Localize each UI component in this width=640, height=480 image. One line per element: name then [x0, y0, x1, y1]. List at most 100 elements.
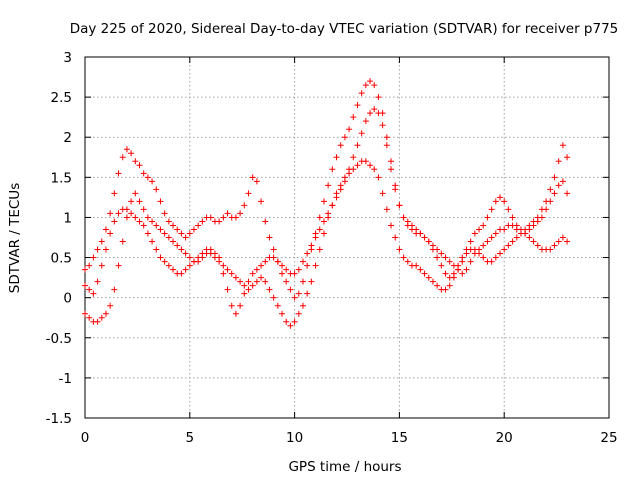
data-point [559, 234, 566, 241]
data-point [123, 146, 130, 153]
data-point [425, 274, 432, 281]
x-tick-label: 5 [186, 430, 195, 446]
data-point [375, 110, 382, 117]
data-point [82, 282, 88, 289]
data-point [258, 262, 265, 269]
data-point [182, 266, 189, 273]
data-point [107, 302, 114, 309]
data-point [408, 222, 415, 229]
data-point [354, 162, 361, 169]
y-tick-label: -1 [59, 371, 72, 387]
data-point [383, 142, 390, 149]
data-point [484, 238, 491, 245]
data-point [161, 210, 168, 217]
y-tick-label: 0.5 [51, 251, 72, 267]
data-point [413, 226, 420, 233]
data-point [224, 286, 231, 293]
data-point [115, 262, 122, 269]
data-point [165, 234, 172, 241]
data-point [228, 270, 235, 277]
data-point [559, 142, 566, 149]
data-point [195, 258, 202, 265]
data-point [337, 142, 344, 149]
data-point [220, 262, 227, 269]
data-point [371, 166, 378, 173]
data-point [262, 258, 269, 265]
data-point [102, 246, 109, 253]
data-point [388, 158, 395, 165]
y-axis-label: SDTVAR / TECUs [7, 183, 23, 293]
data-point [144, 230, 151, 237]
data-point [170, 222, 177, 229]
data-point [341, 178, 348, 185]
data-point [551, 242, 558, 249]
data-point [421, 234, 428, 241]
data-point [320, 218, 327, 225]
data-point [157, 198, 164, 205]
data-point [434, 254, 441, 261]
data-point [304, 290, 311, 297]
data-point [492, 198, 499, 205]
data-point [538, 206, 545, 213]
data-point [497, 194, 504, 201]
y-tick-labels: -1.5 -1 -0.5 0 0.5 1 1.5 2 2.5 3 [46, 50, 72, 427]
data-point [140, 222, 147, 229]
data-point [501, 246, 508, 253]
data-point [266, 234, 273, 241]
data-point [207, 246, 214, 253]
data-point [555, 158, 562, 165]
data-point [459, 270, 466, 277]
data-point [98, 262, 105, 269]
data-point [501, 226, 508, 233]
data-point [186, 230, 193, 237]
data-point [501, 198, 508, 205]
data-point [316, 246, 323, 253]
data-point [149, 238, 156, 245]
y-tick-label: 2 [63, 130, 72, 146]
data-point [534, 242, 541, 249]
data-point [476, 250, 483, 257]
data-point [283, 266, 290, 273]
data-point [291, 294, 298, 301]
data-point [480, 222, 487, 229]
data-point [362, 158, 369, 165]
data-point [283, 318, 290, 325]
data-point [237, 210, 244, 217]
data-point [94, 246, 101, 253]
data-point [375, 174, 382, 181]
data-point [253, 278, 260, 285]
chart-title: Day 225 of 2020, Sidereal Day-to-day VTE… [70, 21, 619, 37]
data-point [119, 238, 126, 245]
data-point [253, 266, 260, 273]
data-point [270, 246, 277, 253]
data-point [476, 226, 483, 233]
data-point [195, 222, 202, 229]
data-point [258, 198, 265, 205]
data-point [136, 218, 143, 225]
data-point [417, 266, 424, 273]
data-point [245, 278, 252, 285]
data-point [86, 314, 93, 321]
data-point [270, 294, 277, 301]
data-point [245, 286, 252, 293]
data-point [450, 270, 457, 277]
data-point [467, 238, 474, 245]
data-point [509, 214, 516, 221]
data-point [245, 190, 252, 197]
data-point [224, 210, 231, 217]
data-point [513, 234, 520, 241]
data-point [455, 262, 462, 269]
data-point [362, 118, 369, 125]
data-point [170, 266, 177, 273]
data-point [123, 214, 130, 221]
data-point [463, 246, 470, 253]
data-point [90, 290, 97, 297]
data-point [312, 262, 319, 269]
data-point [551, 174, 558, 181]
data-point [329, 202, 336, 209]
data-point [82, 266, 88, 273]
data-point [362, 82, 369, 89]
data-point [329, 166, 336, 173]
data-point [119, 154, 126, 161]
data-point [354, 102, 361, 109]
